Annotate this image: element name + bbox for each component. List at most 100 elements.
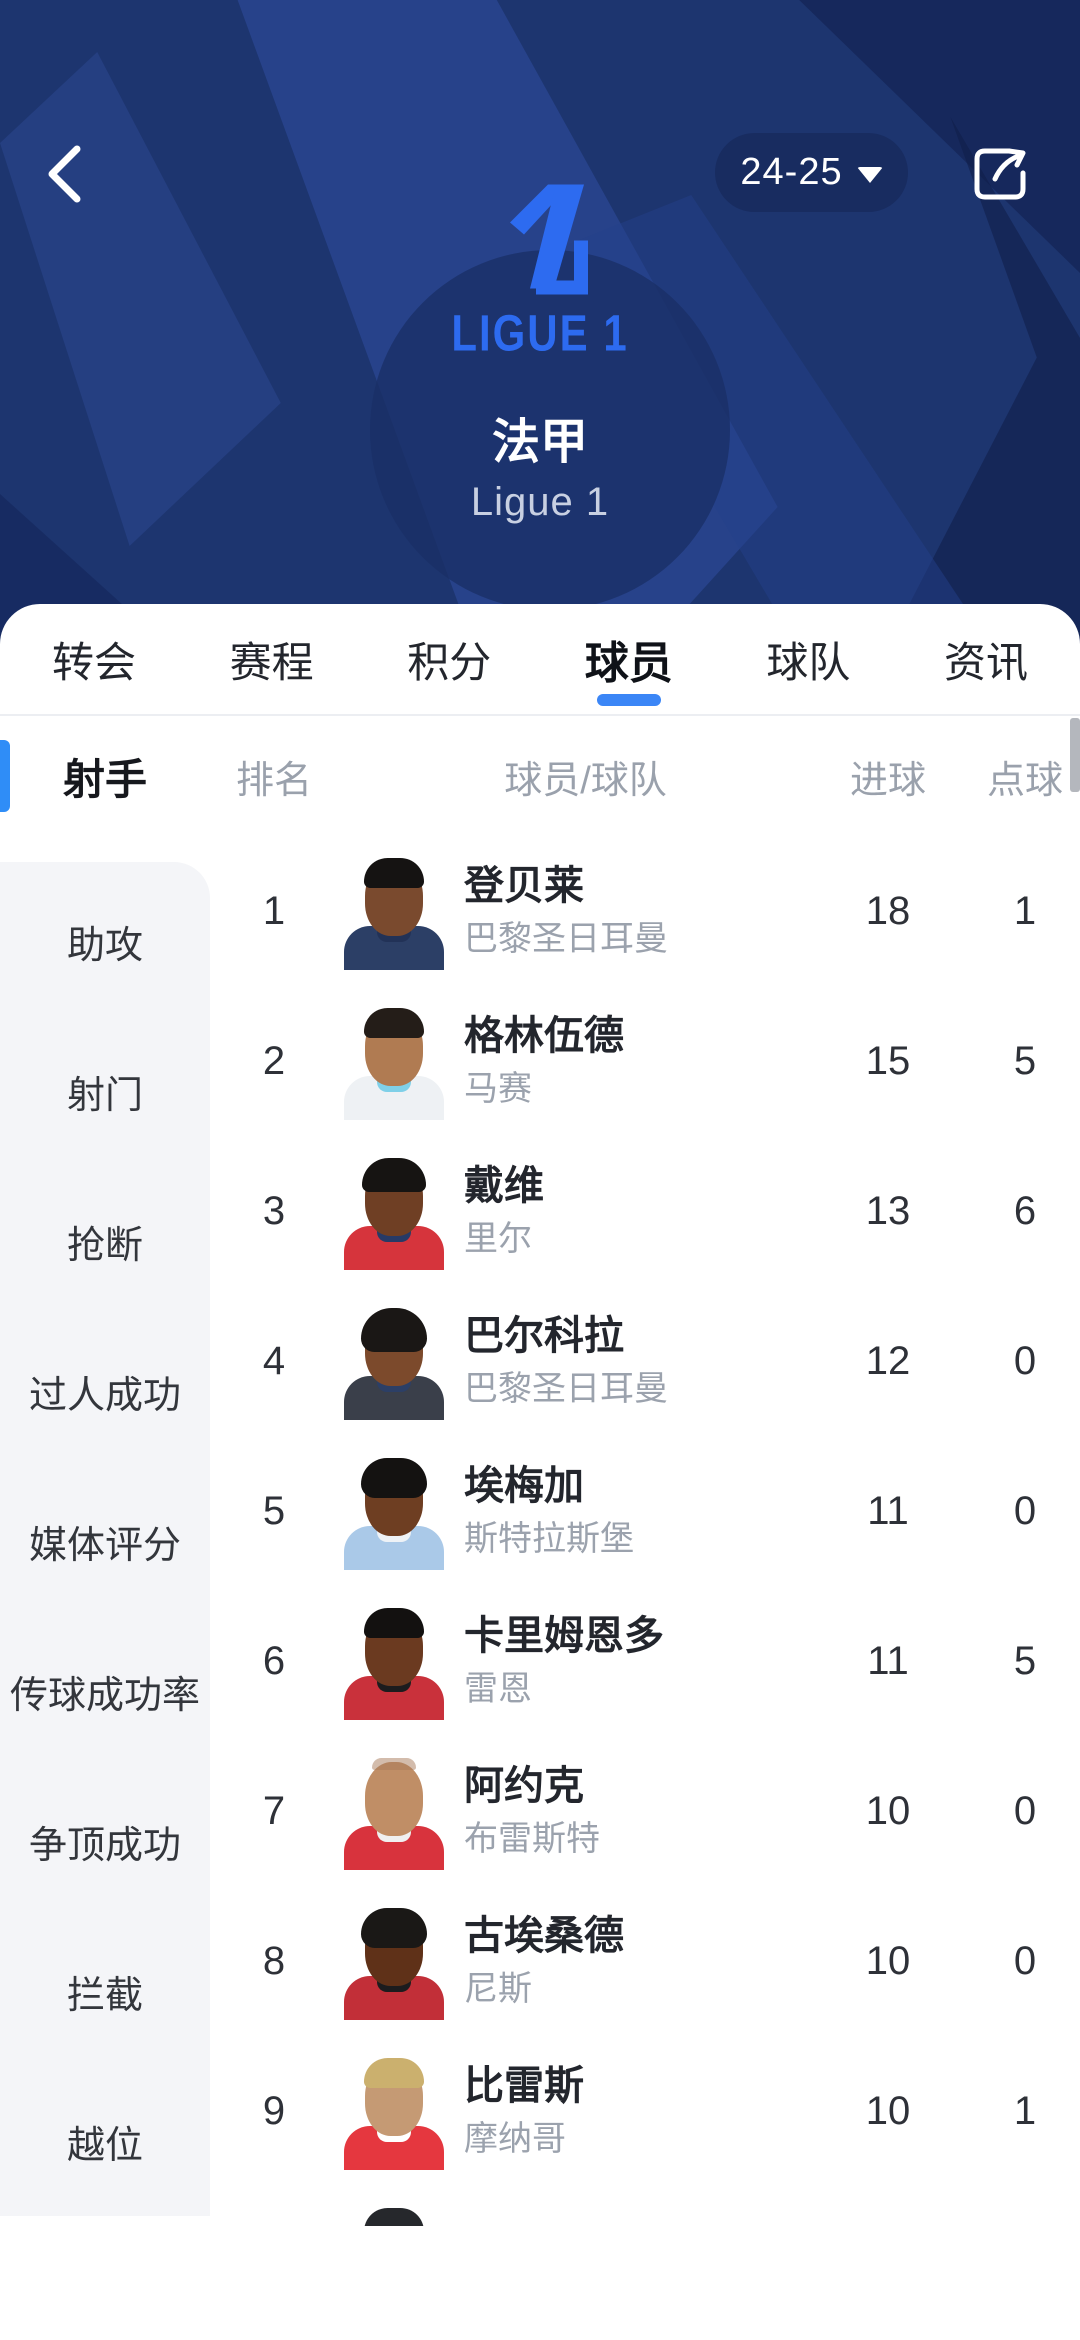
sidebar-item[interactable]: 过人成功 [28, 1374, 181, 1417]
player-name: 阿约克 [464, 1764, 584, 1808]
rank-value: 9 [262, 2088, 286, 2133]
player-info: 格林伍德 马赛 [464, 1012, 833, 1110]
player-team: 布雷斯特 [464, 1820, 600, 1858]
player-team: 摩纳哥 [464, 2120, 566, 2158]
player-name: 卡里姆恩多 [464, 1614, 664, 1658]
active-tab-indicator [596, 694, 661, 706]
hero-circle-decoration [370, 250, 730, 610]
table-header: 排名 球员/球队 进球 点球 [210, 716, 1080, 836]
scrollbar-thumb[interactable] [1070, 718, 1080, 792]
rank-value: 6 [262, 1638, 286, 1683]
head-shape [365, 1762, 423, 1836]
rank-value: 2 [262, 1038, 286, 1083]
tab[interactable]: 积分 [407, 638, 492, 686]
season-selector-label: 24-25 [740, 151, 843, 193]
column-header-rank: 排名 [235, 759, 312, 802]
player-team: 巴黎圣日耳曼 [464, 920, 668, 958]
table-row[interactable]: 3 戴维 里尔 13 6 [210, 1136, 1080, 1286]
player-info: 古埃桑德 尼斯 [464, 1912, 833, 2010]
scorer-ranking-list: 排名 球员/球队 进球 点球 1 [210, 716, 1080, 2338]
sidebar-item[interactable]: 争顶成功 [28, 1824, 181, 1867]
hair-shape [361, 1908, 427, 1948]
sidebar-item[interactable]: 射门 [66, 1074, 143, 1117]
goals-value: 12 [865, 1338, 911, 1383]
tab[interactable]: 转会 [52, 638, 137, 686]
player-avatar [338, 2052, 450, 2170]
table-row[interactable]: 6 卡里姆恩多 雷恩 11 5 [210, 1586, 1080, 1736]
table-row[interactable]: 8 古埃桑德 尼斯 10 0 [210, 1886, 1080, 2036]
goals-value: 10 [865, 1938, 911, 1983]
stats-body: 射手 助攻 射门 抢断 过人成功 媒体评分 [0, 716, 1080, 2338]
sidebar-item[interactable]: 抢断 [66, 1224, 143, 1267]
content-card: 转会 赛程 积分 球员 球队 资讯 [0, 604, 1080, 2340]
rank-value: 1 [262, 888, 286, 933]
hair-shape [372, 1758, 416, 1770]
table-row[interactable]: 2 格林伍德 马赛 15 5 [210, 986, 1080, 1136]
table-row[interactable]: 7 阿约克 布雷斯特 10 0 [210, 1736, 1080, 1886]
hair-shape [361, 1308, 427, 1352]
player-info: 阿约克 布雷斯特 [464, 1762, 833, 1860]
goals-value: 15 [865, 1038, 911, 1083]
penalties-value: 1 [1013, 888, 1037, 933]
sidebar-item[interactable]: 拦截 [66, 1974, 143, 2017]
penalties-value: 0 [1013, 1788, 1037, 1833]
player-avatar [338, 1152, 450, 1270]
goals-value: 13 [865, 1188, 911, 1233]
table-row[interactable]: 9 比雷斯 摩纳哥 10 1 [210, 2036, 1080, 2186]
goals-value: 11 [867, 1638, 909, 1683]
rank-value: 5 [262, 1488, 286, 1533]
player-avatar [338, 1002, 450, 1120]
ligue1-logo-wordmark: LIGUE 1 [451, 304, 629, 362]
player-team: 雷恩 [464, 1670, 532, 1708]
player-info: 戴维 里尔 [464, 1162, 833, 1260]
bottom-safe-area [0, 2226, 1080, 2340]
tab-bar: 转会 赛程 积分 球员 球队 资讯 [0, 604, 1080, 716]
tab[interactable]: 资讯 [943, 638, 1028, 686]
hair-shape [362, 1158, 426, 1192]
player-info: 卡里姆恩多 雷恩 [464, 1612, 833, 1710]
share-button[interactable] [968, 142, 1032, 206]
tab[interactable]: 球队 [766, 638, 851, 686]
hair-shape [364, 858, 424, 888]
ligue1-logo-icon [510, 184, 588, 295]
penalties-value: 5 [1013, 1038, 1037, 1083]
hair-shape [361, 1458, 427, 1498]
penalties-value: 0 [1013, 1938, 1037, 1983]
table-row[interactable]: 5 埃梅加 斯特拉斯堡 11 0 [210, 1436, 1080, 1586]
penalties-value: 0 [1013, 1338, 1037, 1383]
table-row[interactable]: 1 登贝莱 巴黎圣日耳曼 18 1 [210, 836, 1080, 986]
tab[interactable]: 球员 [579, 604, 679, 714]
player-avatar [338, 1602, 450, 1720]
sidebar-item-scorers-active[interactable]: 射手 [0, 716, 210, 836]
penalties-value: 6 [1013, 1188, 1037, 1233]
caret-down-icon [856, 166, 883, 183]
sidebar-item[interactable]: 越位 [66, 2124, 143, 2167]
penalties-value: 0 [1013, 1488, 1037, 1533]
league-hero-header: 24-25 LIGUE 1 法甲 Ligue 1 [0, 0, 1080, 650]
player-team: 尼斯 [464, 1970, 532, 2008]
sidebar-item[interactable]: 助攻 [66, 924, 143, 967]
share-icon [974, 148, 1026, 200]
column-header-goals: 进球 [849, 759, 926, 802]
player-info: 巴尔科拉 巴黎圣日耳曼 [464, 1312, 833, 1410]
player-team: 斯特拉斯堡 [464, 1520, 634, 1558]
sidebar-item[interactable]: 媒体评分 [28, 1524, 181, 1567]
active-category-indicator [0, 740, 10, 812]
goals-value: 10 [865, 1788, 911, 1833]
tab[interactable]: 赛程 [229, 638, 314, 686]
sidebar-item[interactable]: 传球成功率 [9, 1674, 200, 1717]
season-selector[interactable]: 24-25 [715, 133, 908, 212]
player-name: 古埃桑德 [464, 1914, 624, 1958]
player-name: 戴维 [464, 1164, 544, 1208]
player-name: 巴尔科拉 [464, 1314, 624, 1358]
table-row[interactable]: 4 巴尔科拉 巴黎圣日耳曼 12 0 [210, 1286, 1080, 1436]
rank-value: 4 [262, 1338, 286, 1383]
player-avatar [338, 1752, 450, 1870]
stat-category-sidebar: 射手 助攻 射门 抢断 过人成功 媒体评分 [0, 716, 210, 2338]
player-name: 埃梅加 [464, 1464, 584, 1508]
player-info: 埃梅加 斯特拉斯堡 [464, 1462, 833, 1560]
player-team: 巴黎圣日耳曼 [464, 1370, 668, 1408]
sidebar-panel: 助攻 射门 抢断 过人成功 媒体评分 传球成功率 争顶成功 [0, 862, 210, 2216]
hair-shape [364, 1008, 424, 1038]
back-button[interactable] [28, 138, 100, 210]
